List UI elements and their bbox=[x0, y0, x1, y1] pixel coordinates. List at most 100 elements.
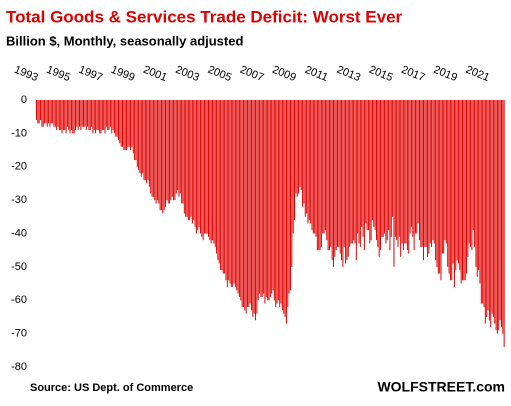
bar bbox=[394, 100, 396, 237]
bar bbox=[45, 100, 47, 124]
bar bbox=[103, 100, 105, 131]
bar bbox=[429, 100, 431, 244]
bar bbox=[478, 100, 480, 271]
bar bbox=[311, 100, 313, 231]
bar bbox=[359, 100, 361, 247]
bar bbox=[371, 100, 373, 221]
y-tick-label: 0 bbox=[21, 94, 27, 106]
bar bbox=[328, 100, 330, 251]
x-tick-label: 2019 bbox=[432, 64, 459, 84]
bar bbox=[345, 100, 347, 264]
bar bbox=[304, 100, 306, 217]
bar bbox=[428, 100, 430, 254]
bar bbox=[445, 100, 447, 244]
bar bbox=[361, 100, 363, 227]
bar bbox=[367, 100, 369, 231]
bar bbox=[406, 100, 408, 251]
bar bbox=[37, 100, 39, 124]
bar bbox=[404, 100, 406, 244]
bar bbox=[396, 100, 398, 241]
bar bbox=[323, 100, 325, 234]
bar bbox=[463, 100, 465, 281]
bar bbox=[461, 100, 463, 281]
bar bbox=[115, 100, 117, 137]
bar bbox=[499, 100, 501, 321]
bar bbox=[500, 100, 502, 327]
bar bbox=[173, 100, 175, 201]
bar bbox=[263, 100, 265, 294]
bar bbox=[251, 100, 253, 311]
bar bbox=[488, 100, 490, 321]
bar bbox=[443, 100, 445, 254]
bar bbox=[295, 100, 297, 194]
x-tick-label: 2011 bbox=[303, 64, 329, 84]
bar bbox=[490, 100, 492, 327]
bar bbox=[113, 100, 115, 134]
bar bbox=[80, 100, 82, 131]
bar bbox=[108, 100, 110, 131]
bar bbox=[36, 100, 37, 121]
bar bbox=[492, 100, 494, 317]
y-tick-label: -30 bbox=[11, 194, 27, 206]
bar bbox=[88, 100, 90, 131]
bar bbox=[255, 100, 257, 321]
bar bbox=[466, 100, 468, 274]
x-tick-label: 2007 bbox=[238, 64, 265, 84]
bar bbox=[318, 100, 320, 251]
bar bbox=[271, 100, 273, 294]
bar bbox=[140, 100, 142, 177]
bar bbox=[384, 100, 386, 234]
bar bbox=[260, 100, 262, 297]
bar bbox=[397, 100, 399, 247]
bar bbox=[57, 100, 59, 127]
bar bbox=[147, 100, 149, 181]
bar bbox=[393, 100, 395, 267]
bar bbox=[353, 100, 355, 241]
bar bbox=[58, 100, 60, 131]
bar bbox=[296, 100, 298, 197]
bar bbox=[195, 100, 197, 234]
bar bbox=[54, 100, 56, 127]
bar bbox=[116, 100, 118, 137]
bar bbox=[187, 100, 189, 221]
bar bbox=[503, 100, 505, 347]
bar bbox=[158, 100, 160, 204]
bar bbox=[76, 100, 78, 127]
bar bbox=[375, 100, 377, 241]
bar bbox=[421, 100, 423, 247]
bar bbox=[455, 100, 457, 271]
bar bbox=[206, 100, 208, 234]
bar bbox=[185, 100, 187, 217]
bar bbox=[174, 100, 176, 201]
bar bbox=[221, 100, 223, 271]
bar bbox=[42, 100, 44, 127]
bar bbox=[382, 100, 384, 237]
bar bbox=[264, 100, 266, 304]
bar bbox=[209, 100, 211, 241]
bar bbox=[181, 100, 183, 204]
brand: WOLFSTREET.com bbox=[377, 379, 505, 395]
bar bbox=[228, 100, 230, 281]
x-tick-label: 1999 bbox=[109, 64, 136, 84]
bar bbox=[486, 100, 488, 317]
bar bbox=[170, 100, 172, 201]
bar bbox=[191, 100, 193, 224]
bar bbox=[457, 100, 459, 264]
bar bbox=[93, 100, 95, 131]
bar bbox=[315, 100, 317, 237]
bar bbox=[232, 100, 234, 287]
bar bbox=[373, 100, 375, 227]
bar bbox=[167, 100, 169, 204]
bar bbox=[405, 100, 407, 244]
bar bbox=[97, 100, 99, 131]
bar bbox=[498, 100, 500, 331]
bar bbox=[378, 100, 380, 257]
x-tick-label: 2001 bbox=[141, 64, 168, 84]
bar bbox=[156, 100, 158, 201]
bar bbox=[138, 100, 140, 171]
bar bbox=[72, 100, 74, 134]
bar bbox=[410, 100, 412, 227]
bar bbox=[392, 100, 394, 217]
bar bbox=[402, 100, 404, 251]
bar bbox=[398, 100, 400, 237]
